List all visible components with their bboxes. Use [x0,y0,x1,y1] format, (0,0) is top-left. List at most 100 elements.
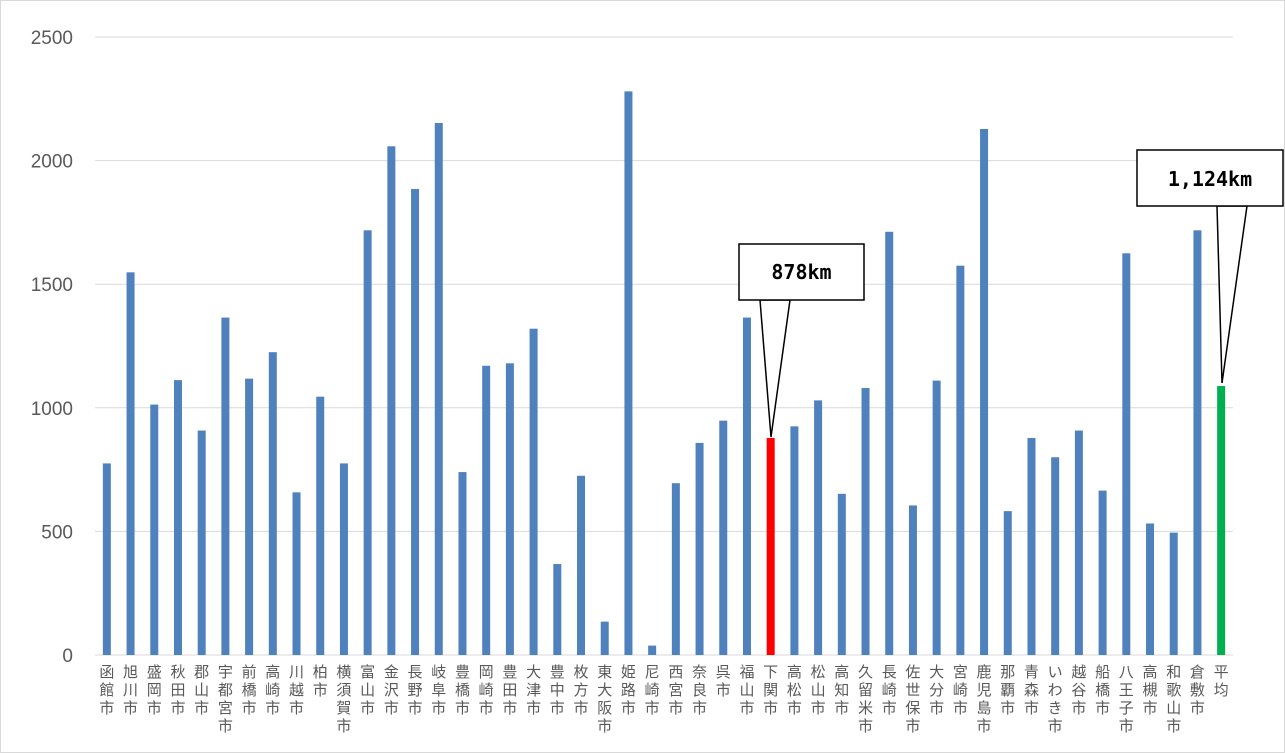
bar [790,426,799,655]
callout-highlight-box [738,243,865,301]
bar [339,463,348,655]
x-tick-label: 八王子市 [1119,663,1134,735]
bar [316,396,325,655]
x-tick-label: 東大阪市 [597,663,612,735]
bar [245,378,254,655]
bar [102,463,111,655]
x-tick-label: 金沢市 [384,663,399,717]
bar [1122,253,1131,656]
x-tick-label: 柏市 [313,663,328,699]
x-tick-label: 富山市 [360,663,375,717]
y-tick-label: 2500 [31,28,73,49]
bar [505,363,514,655]
x-tick-label: 宮崎市 [953,663,968,717]
bar [648,645,657,655]
x-tick-label: 枚方市 [574,663,589,717]
bar [387,146,396,656]
y-tick-label: 0 [62,646,73,667]
x-tick-label: 平均 [1214,663,1229,699]
bar [173,380,182,655]
x-tick-label: 和歌山市 [1166,663,1181,735]
x-tick-label: いわき市 [1048,663,1063,735]
x-tick-label: 大分市 [929,663,944,717]
y-axis-ticks: 0 500 1000 1500 2000 2500 [31,28,73,667]
bar [292,492,301,655]
x-tick-label: 長崎市 [882,663,897,717]
x-tick-label: 大津市 [526,663,541,717]
x-tick-label: 佐世保市 [905,663,920,735]
x-tick-label: 岐阜市 [431,663,446,717]
bar [482,365,491,655]
bar [363,230,372,655]
x-tick-label: 呉市 [716,663,731,699]
x-tick-label: 郡山市 [194,663,209,717]
bar [1027,437,1036,655]
x-tick-label: 高槻市 [1143,663,1158,717]
bar [1003,511,1012,655]
bar [1169,532,1178,655]
bar [932,380,941,655]
bar [458,472,467,655]
bar [577,475,586,655]
y-tick-label: 1500 [31,275,73,296]
bar [1074,430,1083,655]
bar [742,317,751,655]
bar [529,328,538,655]
x-tick-label: 下関市 [763,663,778,717]
bar [197,430,206,655]
x-tick-label: 高松市 [787,663,802,717]
bar [956,265,965,655]
bar [1193,230,1202,655]
x-tick-label: 豊中市 [550,663,565,717]
x-tick-label: 鹿児島市 [977,663,992,735]
bar [695,442,704,655]
y-tick-label: 1000 [31,399,73,420]
x-tick-label: 豊橋市 [455,663,470,717]
bar [885,231,894,656]
bar [1217,386,1226,655]
bar [1098,490,1107,655]
x-tick-label: 姫路市 [621,663,636,717]
callout-average: 1,124km [1136,149,1284,384]
bar [600,621,609,655]
x-tick-label: 豊田市 [502,663,517,717]
bar [268,352,277,655]
x-tick-label: 松山市 [811,663,826,717]
x-tick-label: 秋田市 [170,663,185,717]
x-tick-label: 宇都宮市 [218,663,233,735]
x-tick-label: 岡崎市 [479,663,494,717]
x-tick-label: 福山市 [739,663,754,717]
x-tick-label: 旭川市 [123,663,138,717]
bar [553,564,562,655]
bar [126,272,135,655]
bar [221,317,230,655]
bar [434,123,443,656]
bar [671,483,680,655]
bar [1146,523,1155,655]
callout-average-box [1136,149,1284,207]
x-tick-label: 川越市 [289,663,304,717]
bar [1051,457,1060,655]
bar [908,505,917,655]
x-tick-label: 久留米市 [858,663,873,735]
bar [837,493,846,655]
x-tick-label: 船橋市 [1095,663,1110,717]
bar [719,420,728,655]
x-tick-label: 西宮市 [668,663,683,717]
y-tick-label: 2000 [31,152,73,173]
x-tick-label: 尼崎市 [645,663,660,717]
x-tick-label: 高知市 [834,663,849,717]
x-tick-label: 盛岡市 [147,663,162,717]
callout-average-label: 1,124km [1168,167,1252,191]
callout-highlight-label: 878km [771,260,831,284]
x-tick-label: 奈良市 [692,663,707,717]
callout-highlight: 878km [738,243,865,438]
bars [102,91,1226,656]
x-tick-label: 高崎市 [265,663,280,717]
gridlines [95,36,1233,656]
x-tick-label: 那覇市 [1000,663,1015,717]
x-tick-label: 函館市 [99,663,114,717]
x-tick-label: 越谷市 [1071,663,1086,717]
